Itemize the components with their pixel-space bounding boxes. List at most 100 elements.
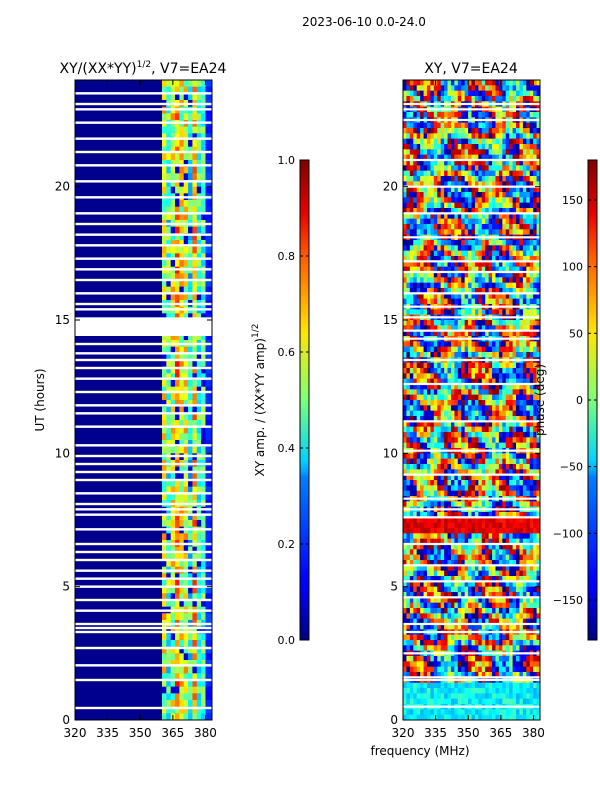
phase-cell xyxy=(440,176,445,182)
amp-flagged-row xyxy=(75,92,212,95)
phase-cell xyxy=(461,112,466,118)
phase-cell xyxy=(454,458,459,465)
amp-flagged-row xyxy=(75,233,212,236)
phase-cell xyxy=(409,282,414,289)
phase-cell xyxy=(406,320,411,326)
amp-cell xyxy=(183,366,189,374)
amp-cell xyxy=(179,393,185,401)
phase-cell xyxy=(409,320,414,326)
phase-cell xyxy=(464,144,469,150)
phase-cell xyxy=(416,384,421,390)
phase-cell xyxy=(454,421,459,428)
phase-cell xyxy=(430,389,435,396)
phase-cell xyxy=(498,458,503,465)
phase-cell xyxy=(464,384,469,390)
amp-cell xyxy=(175,686,180,694)
phase-cell xyxy=(526,325,531,332)
phase-cell xyxy=(478,368,483,374)
phase-cell xyxy=(516,373,520,380)
phase-cell xyxy=(420,122,425,129)
phase-cell xyxy=(498,133,503,140)
phase-cell xyxy=(478,432,483,438)
amp-cell xyxy=(188,246,193,254)
amp-cell xyxy=(201,486,206,494)
phase-cell xyxy=(437,352,442,358)
phase-cell xyxy=(454,400,459,406)
phase-cell xyxy=(447,197,452,204)
phase-cell xyxy=(512,330,517,337)
amp-cell xyxy=(170,333,176,341)
phase-cell xyxy=(461,560,466,566)
phase-cell xyxy=(481,538,486,545)
phase-cell xyxy=(403,442,407,449)
phase-cell xyxy=(485,517,490,524)
amp-cell xyxy=(205,586,212,594)
phase-cell xyxy=(444,96,449,102)
amp-cell xyxy=(183,486,189,494)
phase-cell xyxy=(488,330,493,337)
phase-cell xyxy=(413,389,418,396)
phase-cell xyxy=(498,389,503,396)
phase-cell xyxy=(437,576,442,582)
amp-cell xyxy=(196,520,202,528)
phase-cell xyxy=(444,240,449,246)
amp-cell xyxy=(192,80,198,88)
phase-cell xyxy=(440,490,445,497)
phase-cell xyxy=(522,133,527,140)
phase-cell xyxy=(444,480,449,486)
phase-cell xyxy=(420,288,425,294)
amp-flagged-row xyxy=(75,121,212,124)
phase-cell xyxy=(485,544,490,550)
phase-cell xyxy=(464,133,469,140)
phase-cell xyxy=(533,389,538,396)
phase-cell xyxy=(444,373,449,380)
phase-cell xyxy=(437,218,442,225)
amp-cell xyxy=(161,93,167,101)
phase-cell xyxy=(406,138,411,145)
phase-cell xyxy=(516,549,520,556)
phase-cell xyxy=(426,400,431,406)
amp-cell xyxy=(170,313,176,321)
phase-cell xyxy=(492,309,496,316)
phase-cell xyxy=(509,112,514,118)
phase-cell xyxy=(516,80,520,86)
amp-cell xyxy=(192,366,198,374)
phase-cell xyxy=(492,426,496,433)
phase-cell xyxy=(516,421,520,428)
phase-cell xyxy=(516,213,520,220)
phase-cell xyxy=(502,165,507,172)
phase-cell xyxy=(423,213,428,220)
phase-cell xyxy=(505,410,510,417)
phase-cell xyxy=(457,474,462,481)
phase-cell xyxy=(529,341,534,348)
phase-cell xyxy=(406,85,411,92)
phase-cell xyxy=(536,192,540,198)
phase-cell xyxy=(516,341,520,348)
phase-cell xyxy=(416,170,421,177)
phase-cell xyxy=(447,533,452,540)
phase-cell xyxy=(447,549,452,556)
amp-cell xyxy=(192,553,198,561)
phase-cell xyxy=(529,362,534,369)
phase-cell xyxy=(471,85,476,92)
amp-cell xyxy=(166,360,172,368)
phase-cell xyxy=(409,96,414,102)
amp-cell xyxy=(188,646,193,654)
phase-cell xyxy=(522,474,527,481)
phase-cell xyxy=(509,330,514,337)
phase-cell xyxy=(461,80,466,86)
amp-colorbar-label: XY amp. / (XX*YY amp)1/2 xyxy=(251,324,267,477)
amp-cell xyxy=(188,386,193,394)
phase-cell xyxy=(423,549,428,556)
phase-cell xyxy=(423,144,428,150)
amp-cell xyxy=(179,153,185,161)
phase-cell xyxy=(440,85,445,92)
phase-cell xyxy=(474,421,479,428)
phase-cell xyxy=(474,480,479,486)
amp-flagged-row xyxy=(75,598,212,602)
phase-cell xyxy=(450,581,455,588)
phase-cell xyxy=(461,309,466,316)
amp-cell xyxy=(179,706,185,714)
phase-cell xyxy=(485,384,490,390)
phase-cell xyxy=(403,122,407,129)
